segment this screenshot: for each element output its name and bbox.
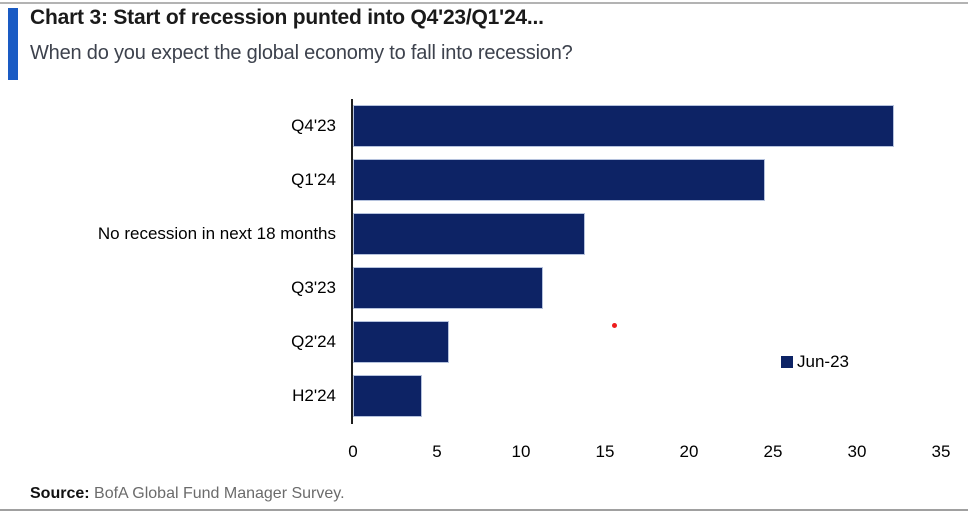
bar	[353, 213, 585, 255]
bar-row: No recession in next 18 months	[0, 207, 968, 261]
x-tick-label: 25	[763, 442, 783, 461]
legend-swatch-icon	[781, 356, 793, 368]
category-label: H2'24	[292, 386, 336, 405]
source-label: Source:	[30, 485, 90, 502]
category-label: Q3'23	[291, 278, 336, 297]
bar	[353, 321, 449, 363]
legend-label: Jun-23	[797, 352, 849, 371]
bar-row: Q2'24	[0, 315, 968, 369]
title-accent-bar	[8, 8, 18, 80]
bar-row: Q4'23	[0, 99, 968, 153]
bottom-divider	[0, 509, 968, 511]
category-label: Q4'23	[291, 116, 336, 135]
red-dot-marker	[612, 323, 617, 328]
x-tick-label: 20	[679, 442, 699, 461]
x-tick-label: 10	[511, 442, 531, 461]
source-line: Source: BofA Global Fund Manager Survey.	[30, 485, 345, 503]
bar-row: H2'24	[0, 369, 968, 423]
category-label: Q1'24	[291, 170, 336, 189]
bar	[353, 375, 422, 417]
chart-title: Chart 3: Start of recession punted into …	[30, 6, 544, 29]
top-divider	[0, 2, 968, 4]
bar	[353, 159, 765, 201]
x-tick-label: 15	[595, 442, 615, 461]
y-axis-line	[351, 99, 353, 424]
category-label: Q2'24	[291, 332, 336, 351]
bar	[353, 267, 543, 309]
bar	[353, 105, 894, 147]
x-tick-label: 0	[348, 442, 358, 461]
x-tick-label: 35	[931, 442, 951, 461]
source-text: BofA Global Fund Manager Survey.	[89, 485, 345, 502]
legend: Jun-23	[781, 352, 849, 372]
category-label: No recession in next 18 months	[97, 224, 336, 243]
x-tick-label: 30	[847, 442, 867, 461]
bar-chart: Q4'23 Q1'24 No recession in next 18 months…	[0, 90, 968, 470]
bar-row: Q3'23	[0, 261, 968, 315]
chart-subtitle: When do you expect the global economy to…	[30, 42, 573, 64]
x-tick-label: 5	[432, 442, 442, 461]
bar-row: Q1'24	[0, 153, 968, 207]
